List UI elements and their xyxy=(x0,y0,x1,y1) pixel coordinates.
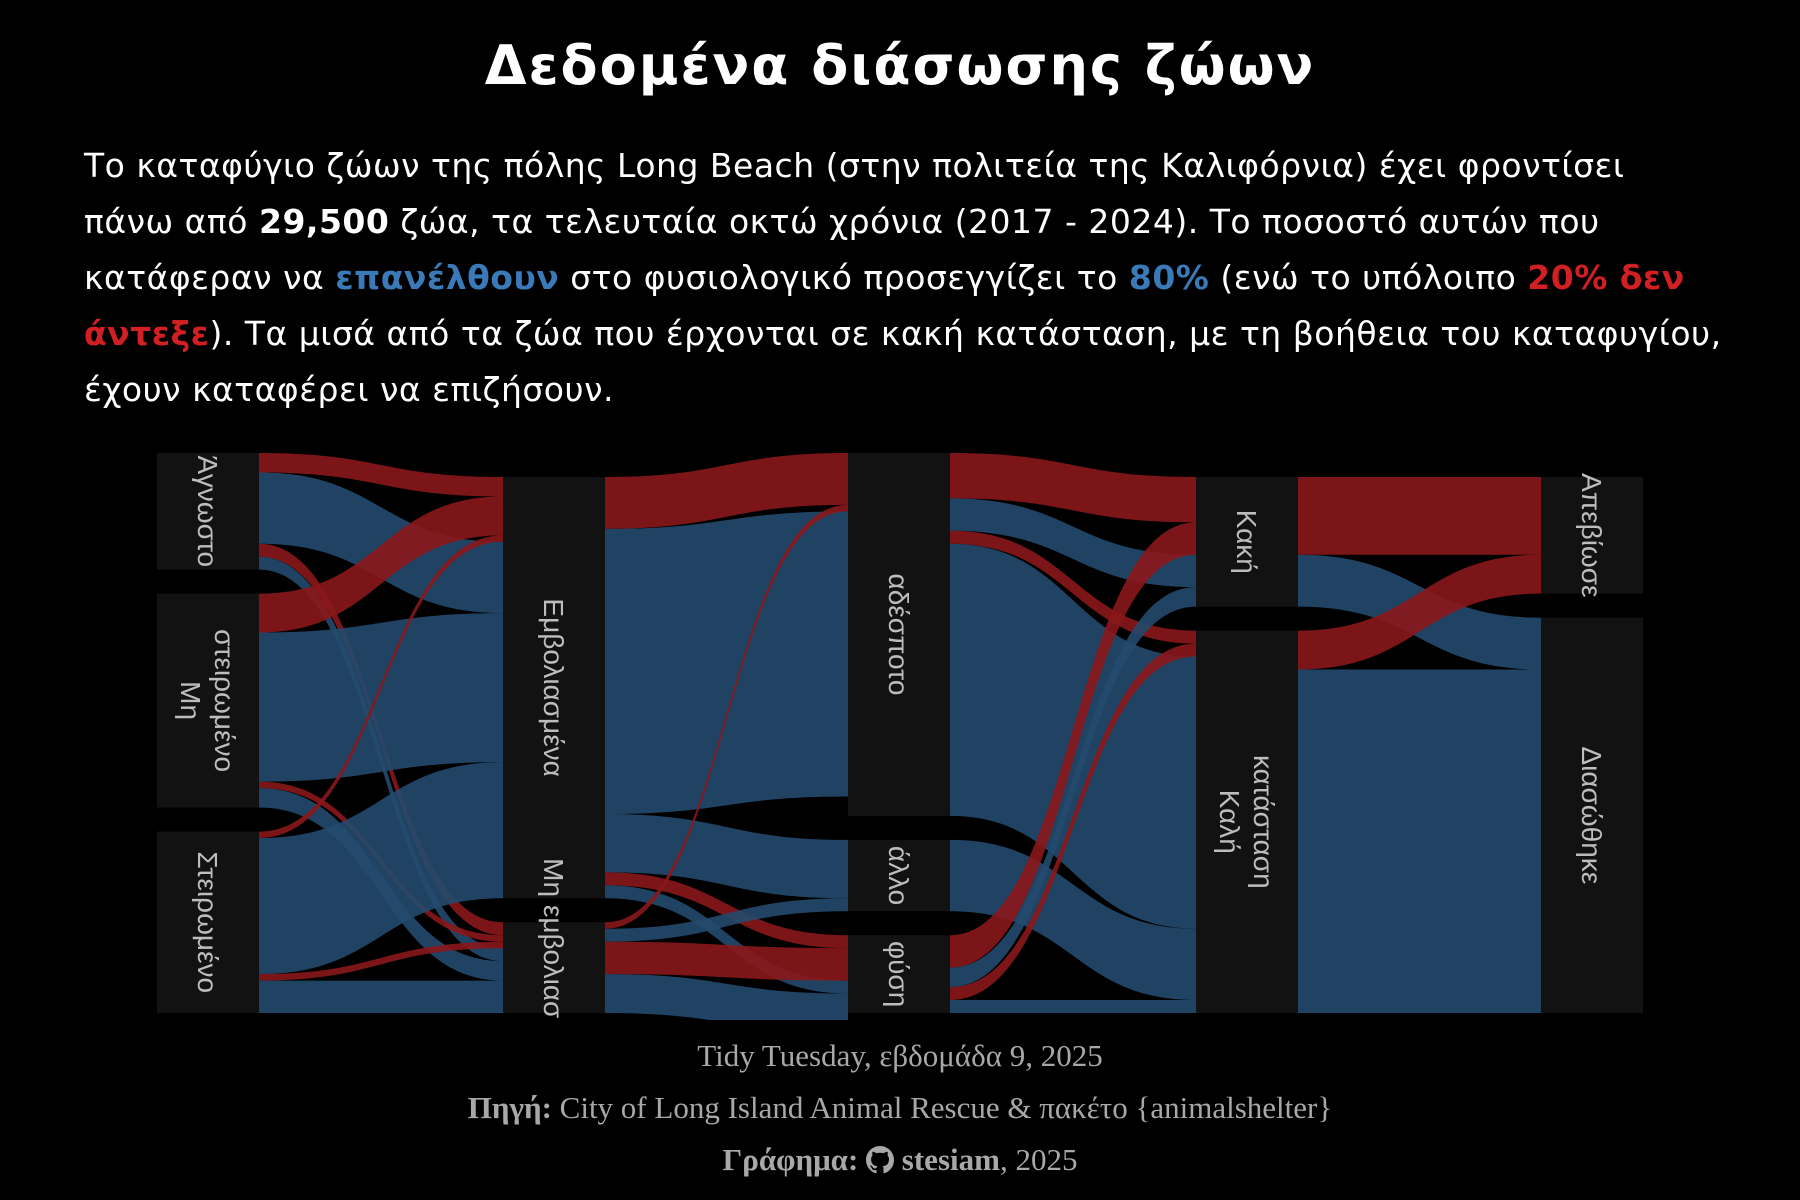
sankey-link-unknown-vaccinated-survived xyxy=(259,472,503,614)
footer: Tidy Tuesday, εβδομάδα 9, 2025 Πηγή: Cit… xyxy=(0,1030,1800,1186)
sankey-link-vaccinated-stray-survived xyxy=(605,511,848,815)
sankey-node-saved xyxy=(1541,617,1643,1013)
sankey-link-vaccinated-wild-survived xyxy=(605,885,848,994)
sankey-node-label-other: άλλο xyxy=(883,846,914,905)
sankey-link-vaccinated-other-survived xyxy=(605,814,848,899)
github-icon xyxy=(866,1146,895,1174)
sankey-nodes: Άγνωστο Μη στειρωμένο Στειρωμένο Εμβολιασμέν… xyxy=(157,453,1643,1020)
sankey-link-wild-good-survived xyxy=(950,1000,1196,1013)
sankey-link-wild-good-died xyxy=(950,643,1196,1001)
sankey-node-label-stray: αδέσποτο xyxy=(883,574,914,696)
sankey-link-vaccinated-stray-died xyxy=(605,453,848,529)
graph-author: stesiam xyxy=(901,1142,1000,1177)
sankey-link-unvaccinated-wild-survived xyxy=(605,974,848,1020)
sankey-node-label-wild: φύση xyxy=(883,941,914,1007)
sankey-node-good xyxy=(1196,630,1298,1013)
source-label: Πηγή: xyxy=(467,1090,552,1125)
sankey-node-stray xyxy=(848,453,950,816)
graph-label: Γράφημα: xyxy=(722,1142,859,1177)
sankey-node-label-sterilized: Στειρωμένο xyxy=(192,851,223,993)
intro-text-4: (ενώ το υπόλοιπο xyxy=(1220,258,1517,297)
sankey-link-unknown-vaccinated-died xyxy=(259,453,503,497)
intro-text-2: ζώα, τα τελευταία οκτώ χρόνια (2017 - 20… xyxy=(84,202,1600,297)
sankey-node-died xyxy=(1541,477,1643,594)
chart-title: Δεδομένα διάσωσης ζώων xyxy=(484,34,1316,97)
intro-returned: επανέλθουν xyxy=(335,258,560,297)
sankey-link-unvaccinated-wild-died xyxy=(605,941,848,981)
intro-returned-pct: 80% xyxy=(1128,258,1210,297)
sankey-link-wild-bad-died xyxy=(950,522,1196,968)
footer-line-source: Πηγή: City of Long Island Animal Rescue … xyxy=(0,1082,1800,1134)
intro-died: 20% δεν άντεξε xyxy=(84,258,1685,353)
sankey-node-other xyxy=(848,839,950,912)
sankey-node-label-unvaccinated: Μη εμβολιασμένα xyxy=(538,858,569,1020)
sankey-node-label-bad: Κακή xyxy=(1231,510,1262,574)
sankey-link-unvaccinated-stray-died xyxy=(605,504,848,929)
intro-text-1: Το καταφύγιο ζώων της πόλης Long Beach (… xyxy=(84,146,1625,241)
sankey-link-sterilized-vaccinated-survived xyxy=(259,762,503,975)
sankey-link-wild-bad-survived xyxy=(950,587,1196,988)
sankey-node-unsterilized xyxy=(157,593,259,808)
sankey-node-wild xyxy=(848,935,950,1013)
graph-year: , 2025 xyxy=(999,1142,1078,1177)
sankey-node-label-good: Καλή κατάσταση xyxy=(1214,755,1279,889)
intro-text-5: ). Τα μισά από τα ζώα που έρχονται σε κα… xyxy=(84,314,1722,409)
sankey-link-good-saved-survived xyxy=(1298,669,1541,1013)
sankey-chart: Άγνωστο Μη στειρωμένο Στειρωμένο Εμβολιασμέν… xyxy=(157,453,1643,1020)
sankey-link-good-died-died xyxy=(1298,554,1541,670)
sankey-node-unvaccinated xyxy=(503,922,605,1013)
sankey-link-sterilized-vaccinated-died xyxy=(259,535,503,839)
sankey-links xyxy=(259,453,1541,1020)
sankey-node-sterilized xyxy=(157,831,259,1013)
source-text: City of Long Island Animal Rescue & πακέ… xyxy=(559,1090,1333,1125)
sankey-node-label-unknown: Άγνωστο xyxy=(192,456,223,568)
sankey-node-label-unsterilized: Μη στειρωμένο xyxy=(175,629,240,772)
intro-text-3: στο φυσιολογικό προσεγγίζει το xyxy=(570,258,1118,297)
sankey-link-unvaccinated-other-survived xyxy=(605,898,848,942)
sankey-link-stray-bad-died xyxy=(950,453,1196,523)
sankey-node-label-saved: Διασώθηκε xyxy=(1576,746,1607,884)
sankey-link-stray-bad-survived xyxy=(950,498,1196,588)
sankey-link-sterilized-unvaccinated-survived xyxy=(259,980,503,1013)
sankey-link-unsterilized-vaccinated-died xyxy=(259,496,503,633)
sankey-node-label-vaccinated: Εμβολιασμένα xyxy=(538,598,569,776)
intro-count: 29,500 xyxy=(259,202,390,241)
sankey-node-vaccinated xyxy=(503,477,605,899)
intro-paragraph: Το καταφύγιο ζώων της πόλης Long Beach (… xyxy=(84,138,1724,418)
sankey-node-unknown xyxy=(157,453,259,570)
sankey-node-bad xyxy=(1196,477,1298,607)
footer-line-tidytuesday: Tidy Tuesday, εβδομάδα 9, 2025 xyxy=(697,1038,1103,1073)
sankey-link-vaccinated-wild-died xyxy=(605,872,848,949)
sankey-link-bad-died-died xyxy=(1298,477,1541,555)
sankey-link-unsterilized-vaccinated-survived xyxy=(259,613,503,782)
sankey-link-stray-good-died xyxy=(950,530,1196,644)
sankey-node-label-died: Απεβίωσε xyxy=(1576,473,1607,597)
sankey-link-other-good-survived xyxy=(950,839,1196,1001)
footer-line-graph: Γράφημα: stesiam, 2025 xyxy=(0,1134,1800,1186)
sankey-link-sterilized-unvaccinated-died xyxy=(259,941,503,981)
